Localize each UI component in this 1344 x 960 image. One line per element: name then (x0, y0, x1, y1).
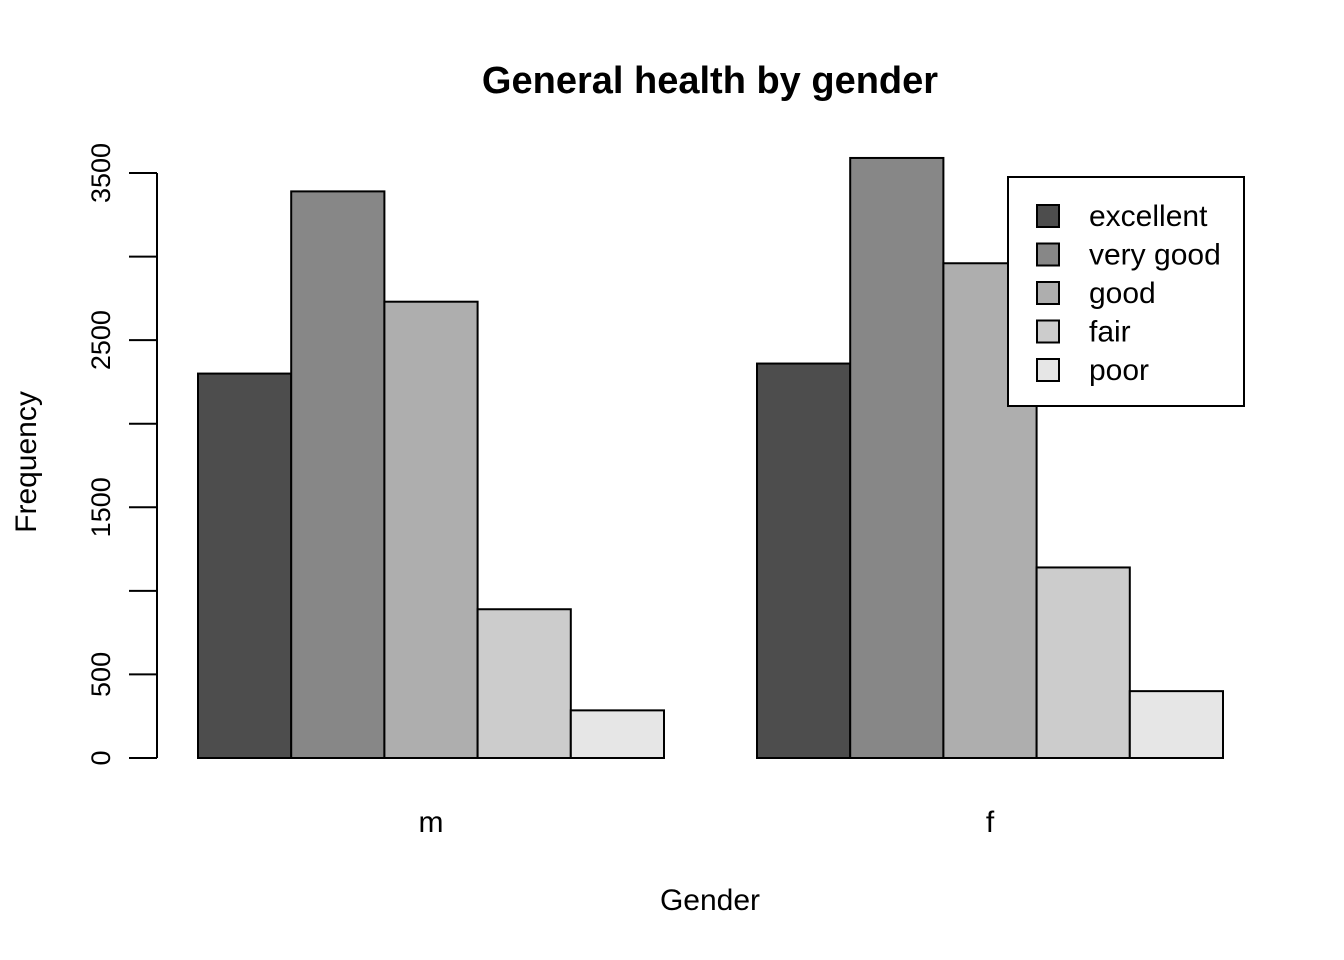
y-tick-label: 3500 (86, 143, 116, 203)
legend-swatch-fair (1036, 319, 1060, 344)
bar-m-fair (476, 608, 572, 759)
chart-title: General health by gender (482, 60, 938, 102)
bar-f-excellent (756, 362, 852, 759)
legend: excellent very good good fair poor (1007, 176, 1245, 407)
y-axis: 0 500 1500 2500 3500 (86, 143, 158, 766)
legend-label-very-good: very good (1089, 239, 1221, 272)
legend-swatch-excellent (1036, 204, 1060, 228)
legend-swatch-very-good (1036, 242, 1060, 267)
bar-f-poor (1128, 690, 1225, 760)
y-tick-label: 500 (86, 652, 116, 697)
legend-swatch-good (1036, 281, 1060, 305)
bar-f-fair (1035, 566, 1131, 760)
legend-label-poor: poor (1089, 354, 1149, 387)
y-tick-label: 2500 (86, 310, 116, 370)
x-tick-label-f: f (986, 806, 995, 839)
legend-swatch-poor (1036, 358, 1060, 382)
bar-m-very-good (290, 190, 386, 759)
bar-m-excellent (197, 372, 293, 759)
legend-label-fair: fair (1089, 316, 1131, 349)
bar-m-good (383, 300, 479, 759)
y-axis-label: Frequency (10, 391, 43, 533)
bar-m-poor (569, 709, 665, 759)
x-tick-label-m: m (419, 806, 444, 839)
bar-f-very-good (849, 156, 945, 759)
y-tick-label: 0 (86, 750, 116, 765)
legend-label-excellent: excellent (1089, 200, 1208, 233)
legend-label-good: good (1089, 277, 1156, 310)
x-axis-label: Gender (660, 884, 760, 917)
y-tick-label: 1500 (86, 477, 116, 537)
bars-group (197, 156, 1225, 760)
